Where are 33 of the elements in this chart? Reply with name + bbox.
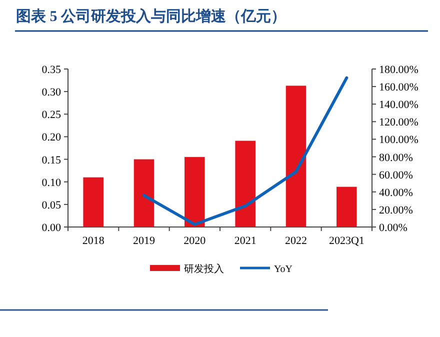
bar: [134, 159, 154, 227]
y2-tick-label: 80.00%: [379, 152, 413, 164]
y-tick-label: 0.35: [42, 64, 62, 76]
bar: [286, 86, 306, 227]
x-tick-label: 2022: [285, 235, 307, 247]
x-tick-label: 2023Q1: [328, 235, 364, 247]
y-tick-label: 0.15: [42, 154, 62, 166]
y2-tick-label: 160.00%: [379, 82, 418, 94]
y2-tick-label: 0.00%: [379, 222, 408, 234]
legend-label: 研发投入: [184, 263, 224, 275]
x-tick-label: 2020: [184, 235, 206, 247]
bar: [235, 140, 256, 227]
y2-tick-label: 120.00%: [379, 116, 418, 129]
y-tick-label: 0.05: [42, 199, 62, 212]
y2-tick-label: 100.00%: [379, 134, 418, 146]
bar: [83, 177, 104, 227]
y2-tick-label: 60.00%: [379, 169, 413, 182]
y-tick-label: 0.00: [42, 222, 62, 234]
bar: [184, 157, 205, 227]
y2-tick-label: 140.00%: [379, 99, 418, 112]
x-tick-label: 2018: [82, 235, 105, 247]
bar: [336, 186, 357, 227]
y-tick-label: 0.10: [42, 176, 62, 189]
x-tick-label: 2019: [133, 235, 156, 247]
y-tick-label: 0.25: [42, 109, 62, 122]
y-tick-label: 0.20: [42, 132, 62, 144]
y2-tick-label: 40.00%: [379, 186, 413, 199]
y2-tick-label: 180.00%: [379, 64, 418, 76]
x-tick-label: 2021: [234, 235, 256, 247]
chart-title: 图表 5 公司研发投入与同比增速（亿元）: [16, 8, 286, 25]
legend-label: YoY: [274, 264, 292, 275]
y-tick-label: 0.30: [42, 86, 62, 99]
y2-tick-label: 20.00%: [379, 204, 413, 216]
